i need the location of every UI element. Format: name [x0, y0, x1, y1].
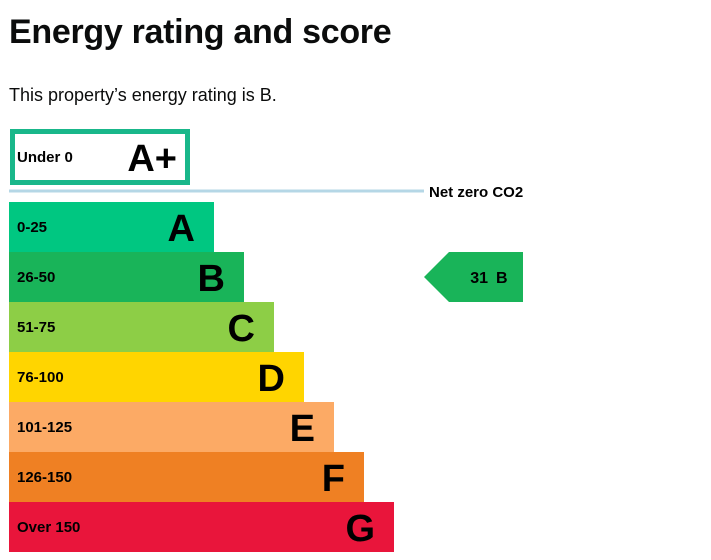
- current-rating-letter: B: [496, 270, 508, 287]
- current-rating-arrow: [424, 252, 523, 302]
- band-a-plus-box: [10, 129, 190, 185]
- current-rating-score: 31: [470, 270, 488, 287]
- band-a-bar: [9, 202, 214, 252]
- band-e-letter: E: [290, 408, 315, 450]
- rating-sentence-suffix: .: [271, 85, 277, 105]
- band-a-plus-range: Under 0: [17, 149, 73, 166]
- band-f-range: 126-150: [17, 469, 72, 486]
- net-zero-label: Net zero CO2: [429, 184, 523, 201]
- band-g-bar: [9, 502, 394, 552]
- band-e-range: 101-125: [17, 419, 72, 436]
- band-c-letter: C: [228, 308, 255, 350]
- band-g-letter: G: [345, 508, 375, 550]
- band-c-range: 51-75: [17, 319, 55, 336]
- rating-sentence: This property’s energy rating is B.: [9, 84, 277, 106]
- band-d-bar: [9, 352, 304, 402]
- band-d-range: 76-100: [17, 369, 64, 386]
- band-e-bar: [9, 402, 334, 452]
- band-b-range: 26-50: [17, 269, 55, 286]
- band-g-range: Over 150: [17, 519, 80, 536]
- band-f-bar: [9, 452, 364, 502]
- band-c-bar: [9, 302, 274, 352]
- band-f-letter: F: [322, 458, 345, 500]
- band-a-letter: A: [168, 208, 195, 250]
- band-a-range: 0-25: [17, 219, 47, 236]
- band-b-letter: B: [198, 258, 225, 300]
- rating-sentence-letter: B: [259, 85, 272, 105]
- rating-sentence-prefix: This property’s energy rating is: [9, 85, 260, 105]
- band-d-letter: D: [258, 358, 285, 400]
- page-title: Energy rating and score: [9, 13, 392, 51]
- band-a-plus-letter: A+: [127, 138, 177, 180]
- band-b-bar: [9, 252, 244, 302]
